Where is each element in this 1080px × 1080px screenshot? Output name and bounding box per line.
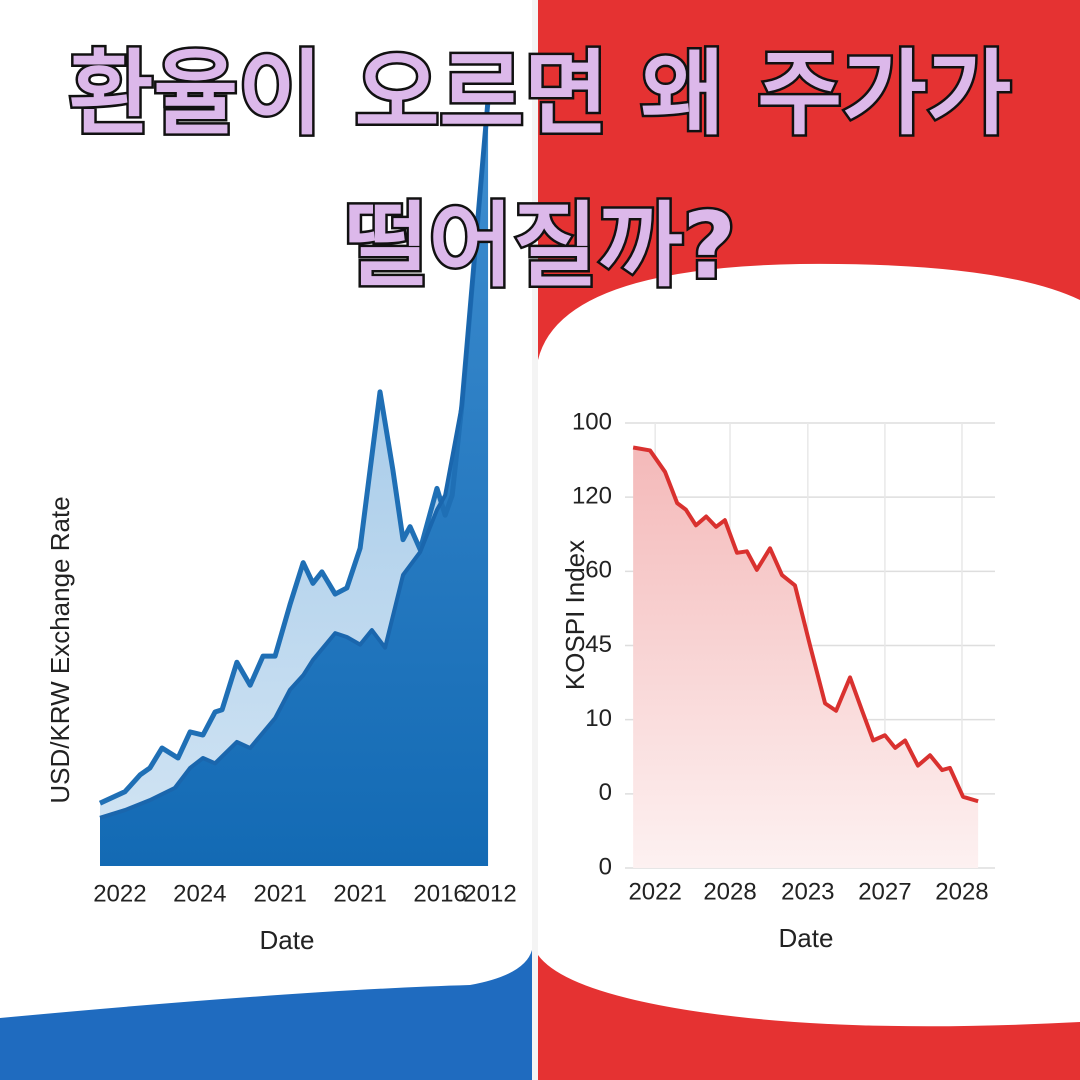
x-tick-label: 2016	[413, 880, 466, 907]
area-fill	[633, 447, 979, 868]
x-tick-label: 2022	[93, 880, 146, 907]
x-tick-label: 2021	[253, 880, 306, 907]
x-tick-label: 2023	[781, 878, 834, 905]
x-tick-label: 2028	[703, 878, 756, 905]
area-fill	[100, 100, 489, 866]
y-axis-label: KOSPI Index	[560, 540, 590, 690]
y-tick-label: 45	[585, 631, 612, 658]
x-axis-label: Date	[779, 923, 834, 953]
x-tick-label: 2021	[333, 880, 386, 907]
y-tick-label: 60	[585, 557, 612, 584]
series-line	[98, 99, 491, 806]
y-tick-label: 10	[585, 705, 612, 732]
y-tick-label: 120	[572, 483, 612, 510]
title-line: 떨어질까?	[344, 192, 736, 299]
y-axis-label: USD/KRW Exchange Rate	[45, 496, 75, 803]
series-line	[632, 445, 979, 804]
x-tick-label: 2022	[628, 878, 681, 905]
x-axis-label: Date	[260, 925, 315, 955]
y-tick-label: 0	[599, 853, 612, 880]
title-line: 환율이 오르면 왜 주가가	[69, 40, 1012, 147]
x-tick-label: 2027	[858, 878, 911, 905]
y-tick-label: 0	[599, 779, 612, 806]
x-tick-label: 2024	[173, 880, 226, 907]
series-line	[99, 99, 491, 820]
blue-wave	[0, 950, 532, 1080]
x-tick-label: 2028	[935, 878, 988, 905]
x-tick-label: 2012	[463, 880, 516, 907]
divider	[532, 0, 538, 1080]
y-tick-label: 100	[572, 408, 612, 435]
